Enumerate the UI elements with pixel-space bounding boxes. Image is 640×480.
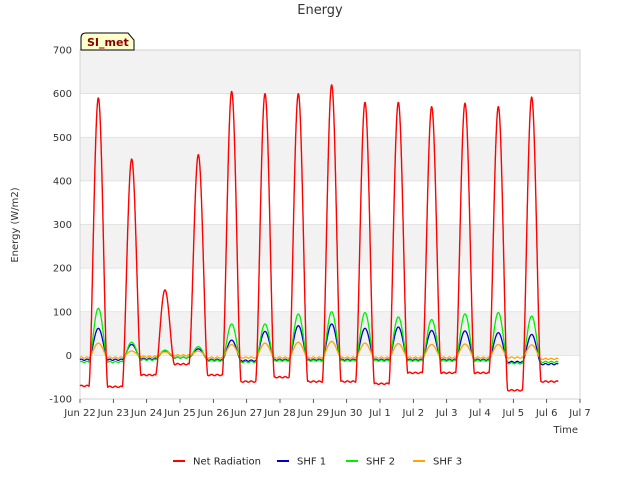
y-tick-label: 300 — [53, 220, 72, 231]
x-tick-label: Jul 5 — [502, 408, 525, 419]
site-badge-label: SI_met — [87, 36, 129, 49]
series-line-net-radiation — [79, 84, 559, 392]
legend-label: Net Radiation — [193, 457, 261, 468]
plot-background-bands — [80, 50, 580, 356]
x-tick-label: Jul 7 — [568, 408, 591, 419]
y-tick-label: 0 — [66, 351, 72, 362]
x-tick-label: Jun 29 — [297, 408, 330, 419]
x-axis-title: Time — [553, 425, 578, 436]
x-tick-label: Jul 1 — [368, 408, 391, 419]
x-tick-label: Jun 24 — [130, 408, 163, 419]
series-lines — [79, 84, 559, 392]
y-axis-ticks: -100 0 100 200 300 400 500 600 700 — [49, 46, 72, 406]
y-tick-label: 500 — [53, 133, 72, 144]
x-tick-label: Jun 25 — [163, 408, 196, 419]
x-tick-label: Jul 6 — [535, 408, 558, 419]
background-band — [80, 50, 580, 94]
site-badge: SI_met — [80, 32, 135, 51]
y-tick-label: 200 — [53, 264, 72, 275]
y-tick-label: 400 — [53, 176, 72, 187]
legend: Net Radiation SHF 1 SHF 2 SHF 3 — [173, 457, 462, 468]
x-tick-label: Jun 27 — [230, 408, 263, 419]
x-tick-label: Jun 26 — [197, 408, 230, 419]
plot-area — [79, 49, 581, 400]
x-tick-label: Jul 3 — [435, 408, 458, 419]
chart-title: Energy — [297, 3, 343, 18]
x-tick-label: Jul 4 — [468, 408, 491, 419]
x-axis-ticks: Jun 22 Jun 23 Jun 24 Jun 25 Jun 26 Jun 27 Jun … — [63, 399, 591, 419]
x-tick-label: Jun 23 — [97, 408, 130, 419]
x-tick-label: Jun 30 — [330, 408, 363, 419]
y-tick-label: 600 — [53, 89, 72, 100]
legend-label: SHF 1 — [297, 457, 326, 468]
background-band — [80, 224, 580, 269]
y-tick-label: 100 — [53, 307, 72, 318]
y-tick-label: 700 — [53, 46, 72, 57]
y-tick-label: -100 — [49, 395, 72, 406]
legend-label: SHF 3 — [433, 457, 462, 468]
legend-label: SHF 2 — [366, 457, 395, 468]
x-tick-label: Jun 22 — [63, 408, 96, 419]
x-tick-label: Jun 28 — [263, 408, 296, 419]
x-tick-label: Jul 2 — [402, 408, 425, 419]
background-band — [80, 137, 580, 181]
series-line-shf-3 — [79, 340, 559, 361]
y-axis-title: Energy (W/m2) — [10, 187, 21, 262]
